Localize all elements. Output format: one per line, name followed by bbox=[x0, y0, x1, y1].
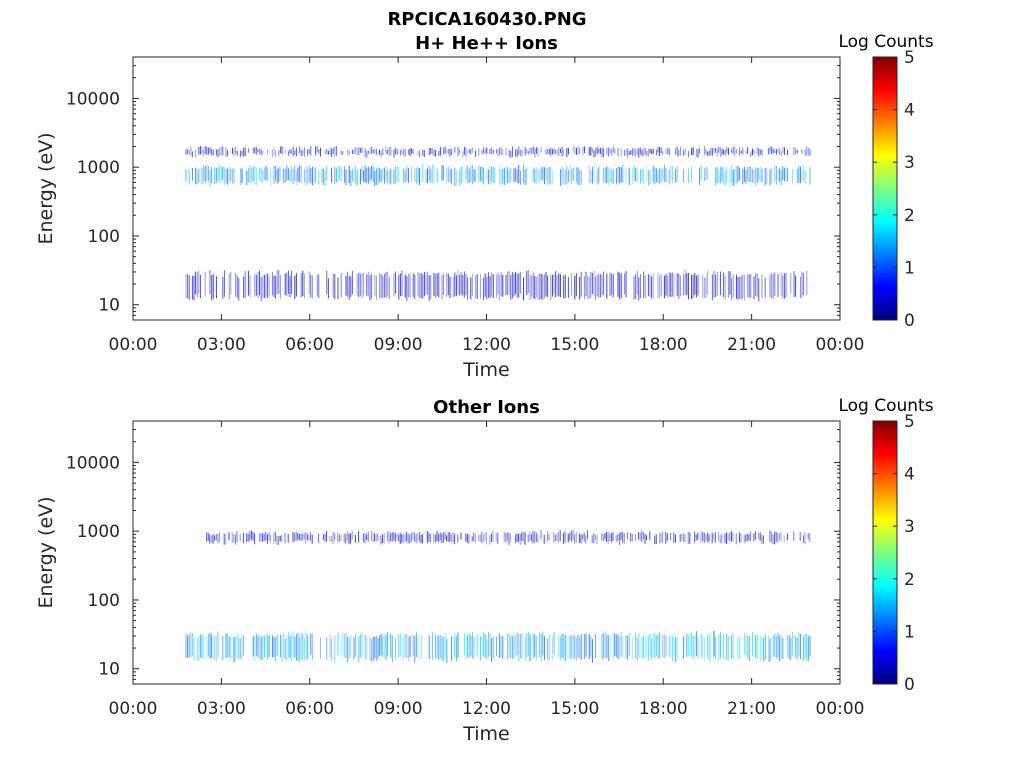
x-tick-label: 03:00 bbox=[197, 335, 246, 355]
x-tick-label: 09:00 bbox=[374, 699, 423, 719]
colorbar-tick-label: 3 bbox=[904, 153, 915, 173]
y-tick-label: 1000 bbox=[77, 158, 120, 178]
band-0 bbox=[185, 164, 811, 187]
colorbar-title: Log Counts bbox=[838, 32, 933, 52]
spectrogram-data bbox=[185, 530, 811, 664]
colorbar-tick-label: 2 bbox=[904, 206, 915, 226]
colorbar-tick-label: 5 bbox=[904, 48, 915, 68]
x-tick-label: 06:00 bbox=[285, 699, 334, 719]
y-axis-label: Energy (eV) bbox=[35, 132, 57, 244]
y-tick-label: 1000 bbox=[77, 522, 120, 542]
spectrogram-data bbox=[185, 145, 811, 302]
x-tick-label: 18:00 bbox=[639, 699, 688, 719]
x-tick-label: 03:00 bbox=[197, 699, 246, 719]
x-tick-label: 00:00 bbox=[109, 699, 158, 719]
colorbar: Log Counts 0 1 2 3 4 5 bbox=[838, 396, 933, 695]
y-axis-label: Energy (eV) bbox=[35, 496, 57, 608]
x-tick-label: 15:00 bbox=[550, 335, 599, 355]
colorbar-tick-label: 5 bbox=[904, 412, 915, 432]
colorbar-title: Log Counts bbox=[838, 396, 933, 416]
colorbar: Log Counts 0 1 2 3 4 5 bbox=[838, 32, 933, 331]
colorbar-tick-label: 2 bbox=[904, 570, 915, 590]
x-tick-label: 12:00 bbox=[462, 335, 511, 355]
colorbar-gradient bbox=[872, 56, 898, 321]
band-2 bbox=[185, 269, 808, 302]
x-tick-label: 12:00 bbox=[462, 699, 511, 719]
colorbar-tick-label: 1 bbox=[904, 258, 915, 278]
x-tick-label: 21:00 bbox=[727, 335, 776, 355]
panel-h-he-ions: H+ He++ Ions 00:00 03:00 06:00 09:00 12:00 15:… bbox=[35, 32, 934, 381]
x-tick-label: 00:00 bbox=[816, 699, 865, 719]
x-tick-label: 21:00 bbox=[727, 699, 776, 719]
colorbar-gradient bbox=[872, 420, 898, 685]
panel-title: Other Ions bbox=[433, 397, 540, 418]
x-axis-label: Time bbox=[462, 359, 510, 381]
y-tick-label: 10000 bbox=[66, 453, 120, 473]
x-tick-label: 00:00 bbox=[109, 335, 158, 355]
panel-title: H+ He++ Ions bbox=[415, 33, 558, 54]
colorbar-tick-label: 0 bbox=[904, 311, 915, 331]
x-tick-label: 06:00 bbox=[285, 335, 334, 355]
x-tick-label: 15:00 bbox=[550, 699, 599, 719]
y-tick-label: 100 bbox=[88, 591, 120, 611]
x-axis-label: Time bbox=[462, 723, 510, 745]
panel-other-ions: Other Ions 00:00 03:00 06:00 09:00 12:00 15:00… bbox=[35, 396, 934, 745]
band-1 bbox=[206, 530, 811, 545]
figure-title: RPCICA160430.PNG bbox=[387, 9, 586, 30]
y-tick-label: 10 bbox=[98, 296, 120, 316]
band-0 bbox=[185, 631, 811, 664]
colorbar-tick-label: 3 bbox=[904, 517, 915, 537]
y-tick-label: 10000 bbox=[66, 89, 120, 109]
colorbar-tick-label: 1 bbox=[904, 622, 915, 642]
colorbar-tick-label: 4 bbox=[904, 101, 915, 121]
x-tick-label: 18:00 bbox=[639, 335, 688, 355]
colorbar-tick-label: 4 bbox=[904, 465, 915, 485]
colorbar-tick-label: 0 bbox=[904, 675, 915, 695]
band-1 bbox=[185, 145, 811, 158]
x-tick-label: 00:00 bbox=[816, 335, 865, 355]
x-tick-label: 09:00 bbox=[374, 335, 423, 355]
y-tick-label: 100 bbox=[88, 227, 120, 247]
y-tick-label: 10 bbox=[98, 660, 120, 680]
